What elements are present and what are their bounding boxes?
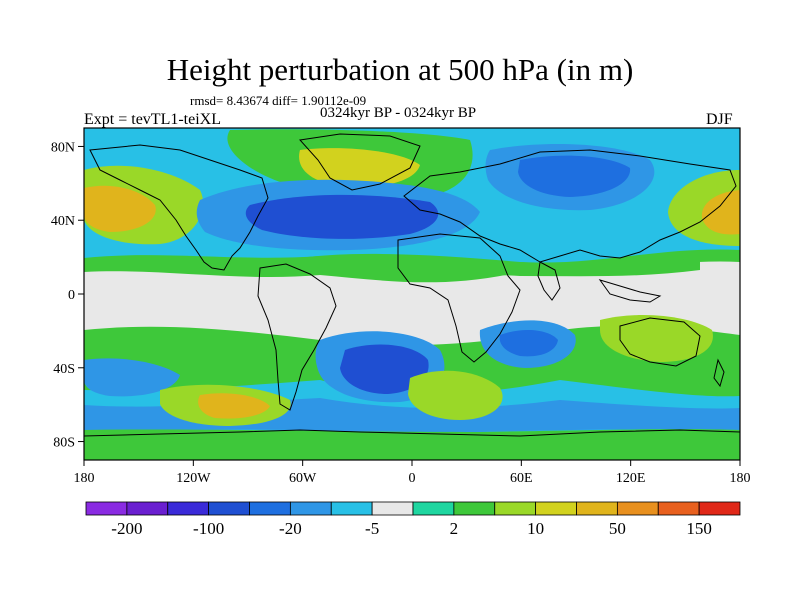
south-pacific-blue — [84, 358, 180, 397]
south-atlantic-high — [408, 370, 503, 420]
lon-tick-label: 180 — [730, 471, 751, 486]
lon-tick-label: 180 — [74, 471, 95, 486]
lon-tick-label: 0 — [409, 471, 416, 486]
colorbar: -200 -100 -20 -5 2 10 50 150 — [85, 501, 741, 538]
lon-tick-label: 60W — [289, 471, 317, 486]
colorbar-swatch — [698, 501, 741, 516]
season-label: DJF — [706, 111, 733, 128]
south-pacific-orange — [198, 393, 270, 419]
period-subtitle: 0324kyr BP - 0324kyr BP — [320, 105, 477, 121]
rmsd-diff-stats: rmsd= 8.43674 diff= 1.90112e-09 — [190, 93, 367, 108]
experiment-label: Expt = tevTL1-teiXL — [84, 111, 221, 128]
colorbar-swatch — [249, 501, 291, 516]
contour-field — [84, 128, 740, 460]
colorbar-swatch — [494, 501, 537, 516]
colorbar-label: 2 — [450, 519, 459, 538]
colorbar-swatch — [453, 501, 496, 516]
south-indian-deep — [499, 329, 558, 357]
colorbar-swatch — [535, 501, 577, 516]
latitude-axis: 80N 40N 0 40S 80S — [51, 140, 84, 451]
colorbar-label: 50 — [609, 519, 626, 538]
lat-tick-label: 0 — [68, 288, 75, 303]
colorbar-swatch — [330, 501, 373, 516]
colorbar-swatch — [126, 501, 169, 516]
australia-green — [600, 315, 713, 362]
lon-tick-label: 60E — [510, 471, 533, 486]
plot-title: Height perturbation at 500 hPa (in m) — [166, 52, 634, 87]
longitude-axis: 180 120W 60W 0 60E 120E 180 — [74, 460, 751, 486]
lat-tick-label: 40S — [53, 362, 75, 377]
colorbar-swatch — [85, 501, 128, 516]
colorbar-label: -100 — [193, 519, 224, 538]
colorbar-swatch — [208, 501, 250, 516]
colorbar-swatch — [657, 501, 700, 516]
colorbar-swatch — [576, 501, 618, 516]
colorbar-swatch — [289, 501, 332, 516]
colorbar-swatch — [412, 501, 455, 516]
lat-tick-label: 80S — [53, 436, 75, 451]
lat-tick-label: 40N — [51, 214, 75, 229]
lon-tick-label: 120E — [616, 471, 646, 486]
south-atlantic-deep — [340, 344, 429, 394]
east-pacific-orange — [701, 190, 740, 235]
colorbar-swatch — [616, 501, 659, 516]
antarctic-green — [84, 429, 740, 460]
eurasia-deep — [518, 155, 631, 197]
lon-tick-label: 120W — [176, 471, 211, 486]
colorbar-label: -200 — [111, 519, 142, 538]
colorbar-label: -20 — [279, 519, 302, 538]
colorbar-swatch — [371, 501, 414, 516]
north-pacific-orange — [84, 185, 156, 232]
coastlines — [84, 133, 740, 437]
colorbar-label: 10 — [527, 519, 544, 538]
colorbar-swatch — [167, 501, 210, 516]
colorbar-label: -5 — [365, 519, 379, 538]
north-atlantic-deep — [245, 194, 439, 239]
colorbar-label: 150 — [686, 519, 712, 538]
lat-tick-label: 80N — [51, 140, 75, 155]
